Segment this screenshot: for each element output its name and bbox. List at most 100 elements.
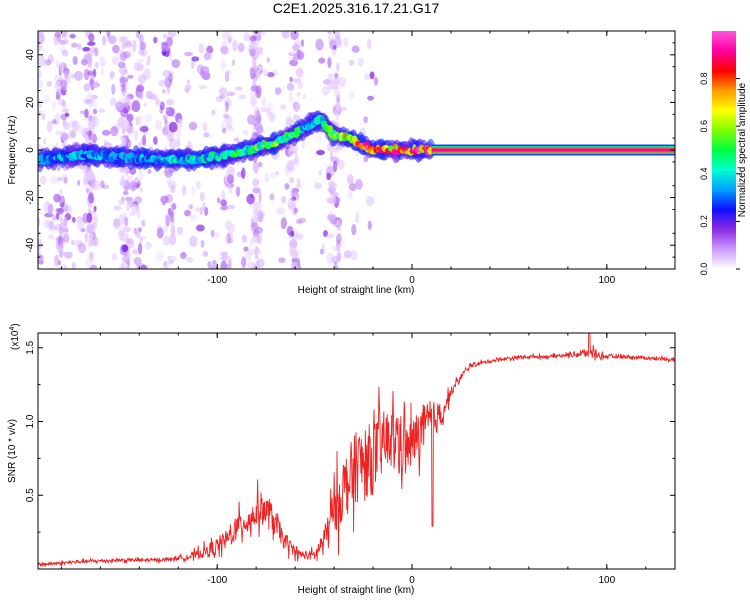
- noise-blob: [224, 220, 233, 231]
- noise-blob: [163, 235, 171, 246]
- noise-blob: [232, 59, 235, 67]
- noise-blob: [130, 203, 140, 214]
- noise-blob: [326, 31, 333, 34]
- noise-blob: [43, 219, 50, 228]
- noise-blob: [167, 84, 170, 95]
- noise-blob: [334, 88, 341, 99]
- noise-blob: [227, 259, 232, 269]
- noise-blob: [252, 235, 260, 243]
- noise-blob: [108, 35, 117, 45]
- noise-blob: [54, 31, 61, 38]
- noise-blob: [328, 182, 338, 189]
- noise-blob: [122, 95, 131, 107]
- noise-blob: [335, 265, 340, 269]
- noise-blob: [337, 159, 345, 170]
- noise-blob: [87, 120, 96, 130]
- noise-blob: [233, 137, 240, 142]
- noise-blob: [202, 250, 209, 257]
- noise-blob: [71, 42, 78, 48]
- noise-blob: [126, 113, 134, 123]
- noise-blob: [77, 43, 82, 50]
- noise-blob: [269, 193, 275, 201]
- noise-blob: [315, 38, 324, 51]
- noise-blob: [121, 137, 127, 146]
- noise-blob: [129, 181, 137, 192]
- noise-blob: [132, 39, 137, 52]
- noise-blob: [160, 195, 169, 204]
- noise-blob: [87, 41, 96, 46]
- noise-blob: [54, 112, 61, 121]
- noise-blob: [92, 236, 99, 247]
- y-tick-label: 20: [25, 96, 36, 108]
- noise-blob: [293, 101, 301, 112]
- noise-blob: [367, 95, 374, 101]
- noise-blob: [292, 43, 300, 52]
- noise-blob: [219, 94, 226, 100]
- noise-blob: [250, 67, 255, 80]
- noise-blob: [85, 187, 90, 194]
- noise-blob: [170, 108, 176, 118]
- noise-blob: [336, 251, 342, 262]
- noise-blob: [191, 186, 196, 196]
- noise-blob: [367, 220, 372, 231]
- noise-blob: [54, 223, 64, 232]
- noise-blob: [84, 108, 89, 119]
- noise-blob: [63, 177, 68, 184]
- noise-blob: [332, 196, 337, 205]
- noise-blob: [163, 261, 167, 267]
- noise-blob: [118, 199, 124, 205]
- noise-blob: [140, 264, 147, 269]
- noise-blob: [186, 256, 194, 263]
- snr-y-label: SNR (10 * v/v): [7, 419, 18, 483]
- noise-blob: [139, 187, 144, 193]
- colorbar-tick-label: 0.4: [699, 168, 709, 181]
- noise-blob: [237, 42, 245, 53]
- noise-blob: [266, 72, 275, 78]
- noise-blob: [254, 228, 263, 239]
- noise-blob: [91, 221, 97, 229]
- noise-blob: [137, 227, 142, 233]
- noise-blob: [101, 129, 111, 136]
- noise-blob: [188, 204, 193, 210]
- noise-blob: [293, 207, 298, 214]
- noise-blob: [148, 93, 157, 100]
- noise-blob: [82, 117, 90, 122]
- noise-blob: [292, 256, 300, 269]
- noise-blob: [55, 60, 60, 66]
- noise-blob: [329, 151, 334, 161]
- noise-blob: [168, 167, 176, 173]
- noise-blob: [195, 180, 201, 190]
- noise-blob: [256, 258, 265, 268]
- noise-blob: [176, 137, 181, 150]
- noise-blob: [139, 237, 144, 244]
- noise-blob: [114, 225, 123, 231]
- noise-blob: [53, 193, 61, 203]
- noise-blob: [168, 50, 173, 62]
- noise-blob: [318, 170, 323, 176]
- noise-blob: [70, 74, 75, 79]
- noise-blob: [61, 100, 67, 108]
- noise-blob: [88, 192, 94, 204]
- noise-blob: [84, 99, 94, 104]
- noise-blob: [165, 215, 170, 227]
- noise-blob: [243, 32, 251, 42]
- noise-blob: [327, 162, 332, 175]
- noise-blob: [146, 61, 150, 66]
- noise-blob: [220, 206, 229, 211]
- snr-series-line: [38, 333, 675, 568]
- noise-blob: [248, 35, 257, 42]
- y-tick-label: -20: [25, 190, 36, 205]
- noise-blob: [226, 91, 236, 97]
- noise-blob: [170, 224, 176, 236]
- noise-blob: [38, 211, 41, 216]
- noise-blob: [136, 84, 145, 93]
- noise-blob: [184, 51, 193, 57]
- noise-blob: [135, 34, 142, 39]
- spectrogram-y-label: Frequency (Hz): [7, 116, 18, 185]
- noise-blob: [64, 112, 70, 118]
- noise-blob: [296, 91, 301, 98]
- spectrogram-panel: -100 0 100 -40 -20 0 20 40 Height of straight l…: [7, 30, 676, 296]
- noise-blob: [177, 226, 184, 236]
- y-tick-label: 1.5: [25, 340, 36, 354]
- noise-blob: [222, 107, 229, 119]
